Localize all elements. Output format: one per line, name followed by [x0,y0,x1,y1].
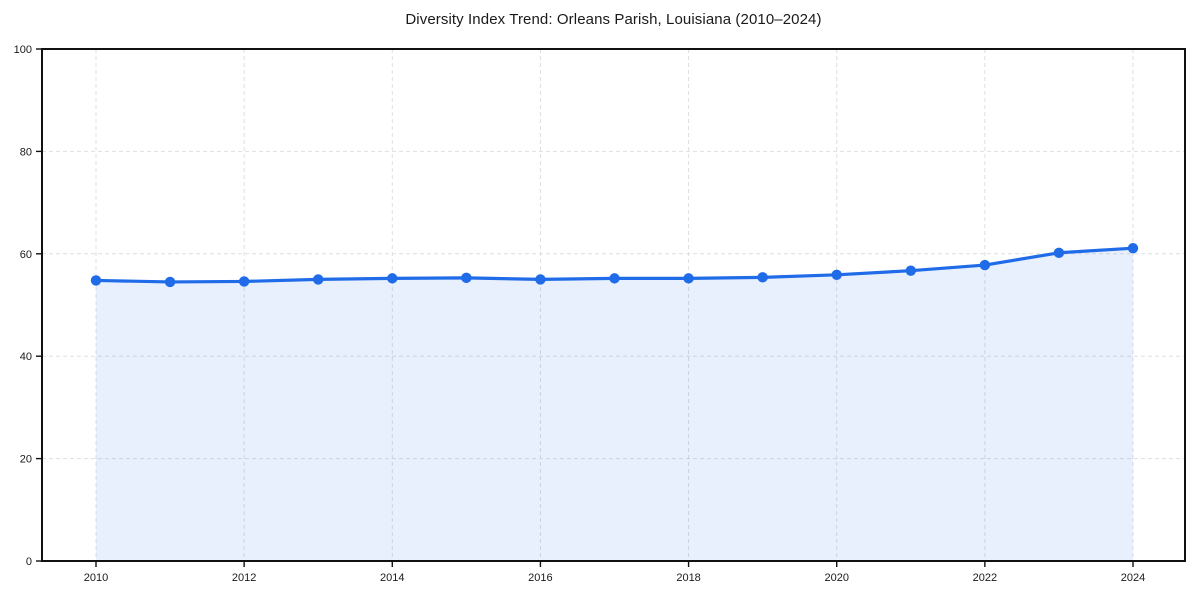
y-tick-label-0: 0 [26,556,32,568]
x-tick-label-2012: 2012 [232,572,256,584]
x-tick-label-2020: 2020 [824,572,848,584]
x-tick-label-2014: 2014 [380,572,404,584]
data-point-2012 [238,276,250,287]
data-point-2021 [905,265,916,276]
data-point-2015 [461,272,472,284]
data-point-2016 [535,274,546,285]
y-tick-label-100: 100 [14,44,32,56]
x-tick-label-2022: 2022 [973,572,997,584]
data-point-2024 [1127,242,1139,254]
data-points [90,242,1139,288]
y-tick-label-40: 40 [20,351,32,363]
data-point-2011 [164,276,176,288]
data-point-2013 [313,274,324,285]
data-point-2017 [609,273,620,284]
data-point-2019 [757,272,768,283]
x-tick-label-2018: 2018 [676,572,700,584]
data-point-2010 [90,275,102,286]
y-tick-label-60: 60 [20,249,32,261]
x-tick-label-2010: 2010 [84,572,108,584]
x-tick-label-2024: 2024 [1121,572,1145,584]
data-point-2020 [831,269,842,280]
area-fill [96,248,1133,561]
y-tick-label-80: 80 [20,146,32,158]
x-axis-labels: 2010 2012 2014 2016 2018 2020 2022 2024 [84,572,1145,584]
chart-title: Diversity Index Trend: Orleans Parish, L… [405,11,822,28]
x-tick-label-2016: 2016 [528,572,552,584]
gridlines [42,49,1185,561]
data-point-2018 [683,273,694,284]
data-point-2022 [979,259,991,271]
y-tick-label-20: 20 [20,454,32,466]
data-point-2023 [1053,247,1065,258]
plot-border [41,48,1186,562]
data-point-2014 [387,273,398,284]
y-axis-labels: 0 20 40 60 80 100 [14,44,32,568]
axis-ticks [36,48,1134,567]
